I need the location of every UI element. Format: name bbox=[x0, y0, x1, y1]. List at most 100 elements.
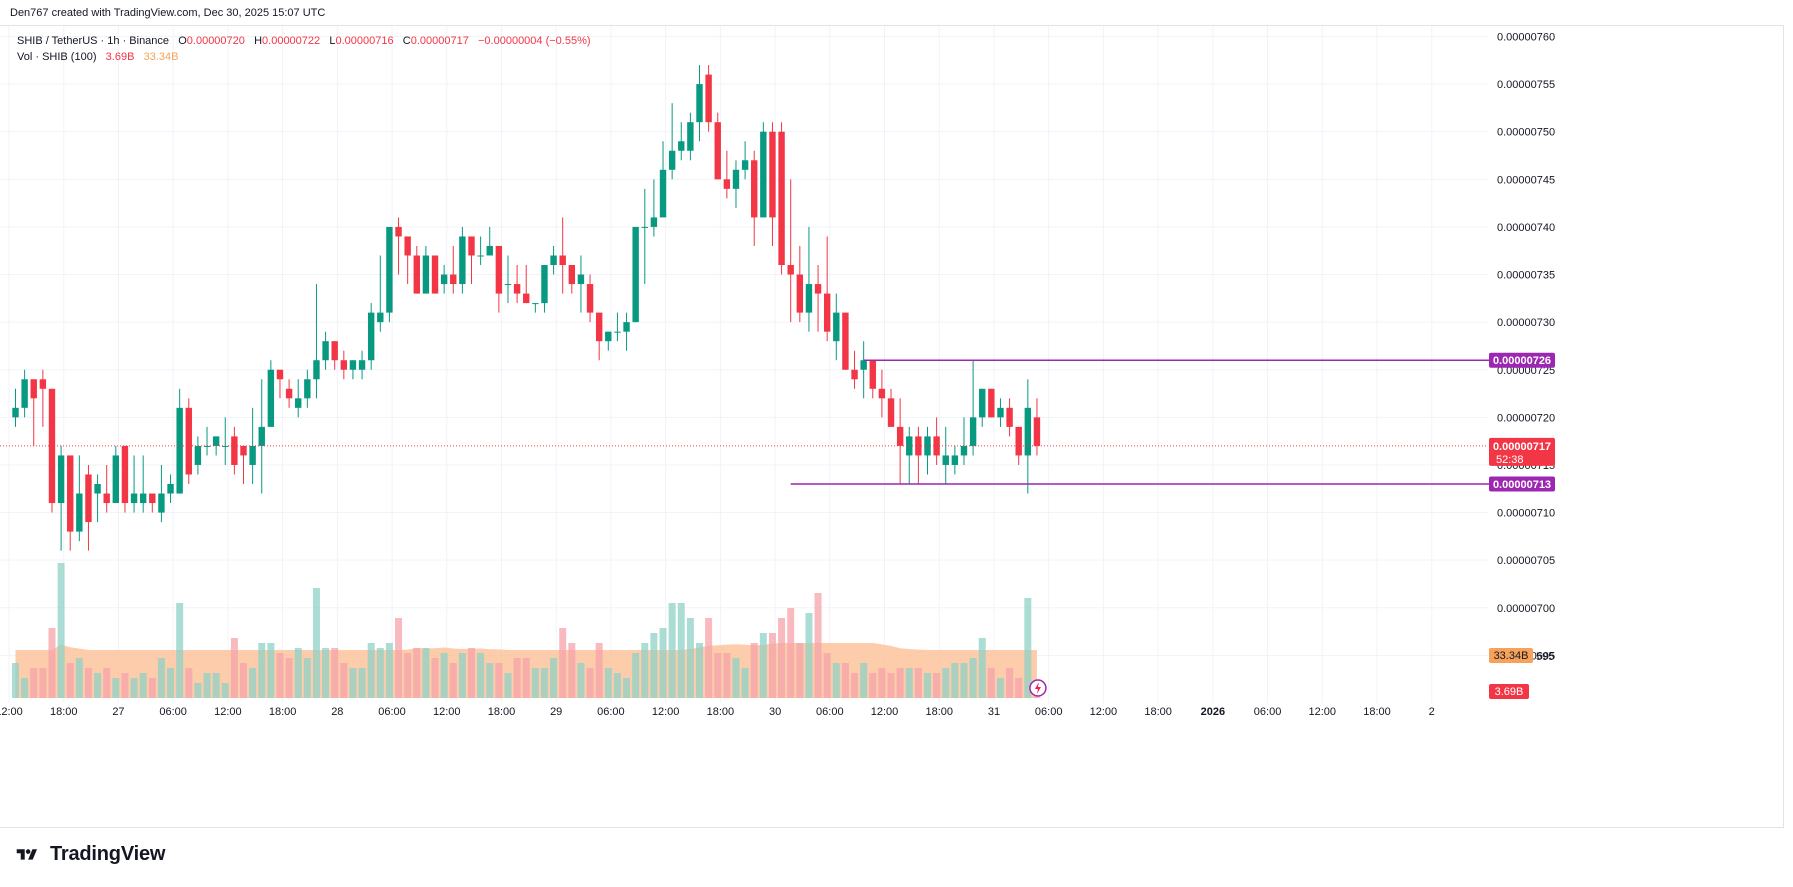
candle bbox=[486, 226, 493, 256]
volume-bar bbox=[540, 668, 548, 698]
volume-bar bbox=[331, 648, 339, 698]
candle bbox=[805, 226, 813, 332]
candle-body bbox=[696, 84, 703, 123]
candle bbox=[915, 426, 922, 485]
candle bbox=[431, 255, 439, 294]
candle-body bbox=[705, 74, 712, 123]
volume-bar bbox=[395, 618, 403, 698]
candle bbox=[450, 245, 457, 294]
time-tick-label: 18:00 bbox=[1363, 706, 1391, 718]
candle bbox=[869, 360, 876, 399]
tradingview-brand[interactable]: TradingView bbox=[10, 843, 165, 866]
candle bbox=[94, 474, 101, 523]
candle bbox=[559, 217, 566, 294]
candle-body bbox=[1024, 407, 1032, 456]
volume-bar bbox=[139, 673, 147, 698]
candle bbox=[586, 274, 594, 323]
resistance-badge-label: 0.00000726 bbox=[1493, 355, 1551, 367]
volume-bar bbox=[677, 603, 685, 698]
volume-bar bbox=[759, 633, 767, 698]
volume-bar bbox=[57, 563, 65, 698]
volume-bar bbox=[668, 603, 676, 698]
candle bbox=[769, 122, 776, 246]
volume-bar bbox=[960, 663, 968, 698]
volume-ma-badge-label: 33.34B bbox=[1494, 650, 1529, 662]
candle-series bbox=[12, 65, 1041, 551]
volume-bar bbox=[322, 648, 330, 698]
volume-bar bbox=[604, 668, 612, 698]
volume-last-badge-label: 3.69B bbox=[1495, 686, 1524, 698]
volume-bar bbox=[905, 668, 913, 698]
time-tick-label: 06:00 bbox=[597, 706, 625, 718]
candle-body bbox=[842, 312, 849, 370]
candle-body bbox=[732, 169, 740, 189]
candle bbox=[1033, 398, 1041, 456]
time-tick-label: 06:00 bbox=[1035, 706, 1063, 718]
candle bbox=[176, 388, 183, 494]
price-tick-label: 0.00000735 bbox=[1497, 270, 1555, 282]
candle-body bbox=[30, 379, 37, 399]
candle-body bbox=[404, 236, 411, 256]
candle bbox=[997, 398, 1004, 427]
volume-bar bbox=[130, 678, 138, 698]
volume-bar bbox=[632, 653, 640, 698]
volume-bar bbox=[924, 673, 931, 698]
candle-body bbox=[212, 436, 220, 446]
price-tick-label: 0.00000725 bbox=[1497, 365, 1555, 377]
volume-bar bbox=[21, 678, 29, 698]
candle bbox=[404, 236, 411, 285]
candle-body bbox=[541, 265, 548, 304]
candle-body bbox=[450, 274, 457, 285]
candle bbox=[395, 217, 402, 275]
time-tick-label: 18:00 bbox=[707, 706, 735, 718]
candle bbox=[641, 188, 648, 285]
volume-label[interactable]: Vol · SHIB (100) bbox=[17, 51, 97, 63]
candle bbox=[422, 245, 430, 294]
candle-body bbox=[751, 160, 758, 218]
volume-bar bbox=[240, 663, 247, 698]
volume-bar bbox=[841, 663, 849, 698]
volume-bar bbox=[212, 673, 220, 698]
candle-body bbox=[331, 341, 338, 361]
legend-low: 0.00000716 bbox=[335, 35, 394, 47]
price-tick-label: 0.00000760 bbox=[1497, 32, 1555, 44]
brand-name: TradingView bbox=[50, 843, 166, 865]
candle-body bbox=[477, 255, 484, 257]
horizontal-levels bbox=[0, 359, 1489, 485]
candle bbox=[960, 417, 968, 465]
legend-l-label: L bbox=[329, 35, 336, 47]
candle bbox=[732, 160, 740, 208]
legend-high: 0.00000722 bbox=[262, 35, 321, 47]
candle-body bbox=[85, 474, 92, 523]
candle-body bbox=[130, 493, 138, 504]
candle bbox=[595, 312, 603, 361]
volume-bar bbox=[805, 613, 813, 698]
candle bbox=[440, 265, 448, 294]
candle-body bbox=[167, 484, 174, 494]
candle-body bbox=[139, 493, 147, 504]
time-tick-label: 18:00 bbox=[925, 706, 953, 718]
candle-body bbox=[395, 226, 402, 237]
candle bbox=[12, 388, 19, 427]
candle bbox=[550, 245, 557, 275]
candle-body bbox=[194, 445, 202, 465]
time-tick-label: 2026 bbox=[1201, 706, 1225, 718]
legend-symbol[interactable]: SHIB / TetherUS · 1h · Binance bbox=[17, 35, 170, 47]
candle bbox=[668, 103, 676, 180]
candle-body bbox=[960, 445, 968, 456]
time-tick-label: 12:00 bbox=[871, 706, 899, 718]
candle-body bbox=[869, 360, 876, 389]
candle bbox=[1006, 398, 1013, 437]
chart-frame bbox=[0, 25, 1784, 828]
lightning-icon[interactable] bbox=[1029, 679, 1047, 697]
candle bbox=[377, 255, 384, 332]
candle-body bbox=[121, 445, 129, 504]
candle-body bbox=[39, 379, 47, 389]
candle bbox=[231, 426, 238, 475]
volume-bar bbox=[194, 683, 202, 698]
candle bbox=[304, 369, 311, 408]
volume-bar bbox=[39, 668, 47, 698]
candle bbox=[167, 474, 174, 504]
candle bbox=[951, 445, 959, 475]
